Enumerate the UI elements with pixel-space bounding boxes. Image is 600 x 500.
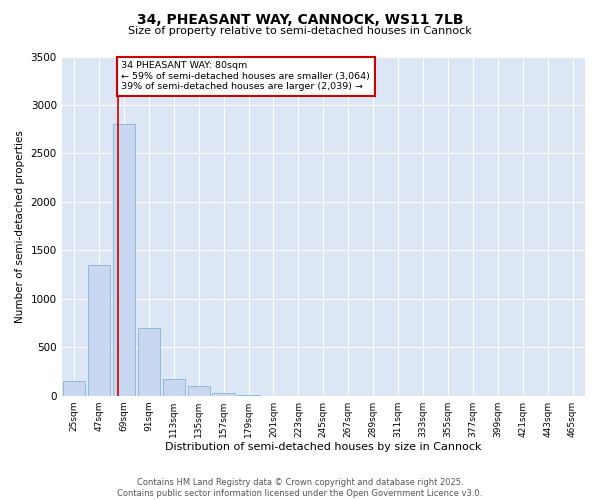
- Bar: [88, 265, 110, 396]
- Text: 34 PHEASANT WAY: 80sqm
← 59% of semi-detached houses are smaller (3,064)
39% of : 34 PHEASANT WAY: 80sqm ← 59% of semi-det…: [121, 62, 370, 91]
- Bar: [188, 386, 210, 396]
- Bar: [137, 328, 160, 396]
- Y-axis label: Number of semi-detached properties: Number of semi-detached properties: [15, 130, 25, 322]
- Text: Size of property relative to semi-detached houses in Cannock: Size of property relative to semi-detach…: [128, 26, 472, 36]
- Bar: [63, 381, 85, 396]
- Bar: [212, 393, 235, 396]
- Bar: [163, 379, 185, 396]
- X-axis label: Distribution of semi-detached houses by size in Cannock: Distribution of semi-detached houses by …: [165, 442, 482, 452]
- Bar: [113, 124, 135, 396]
- Text: Contains HM Land Registry data © Crown copyright and database right 2025.
Contai: Contains HM Land Registry data © Crown c…: [118, 478, 482, 498]
- Text: 34, PHEASANT WAY, CANNOCK, WS11 7LB: 34, PHEASANT WAY, CANNOCK, WS11 7LB: [137, 12, 463, 26]
